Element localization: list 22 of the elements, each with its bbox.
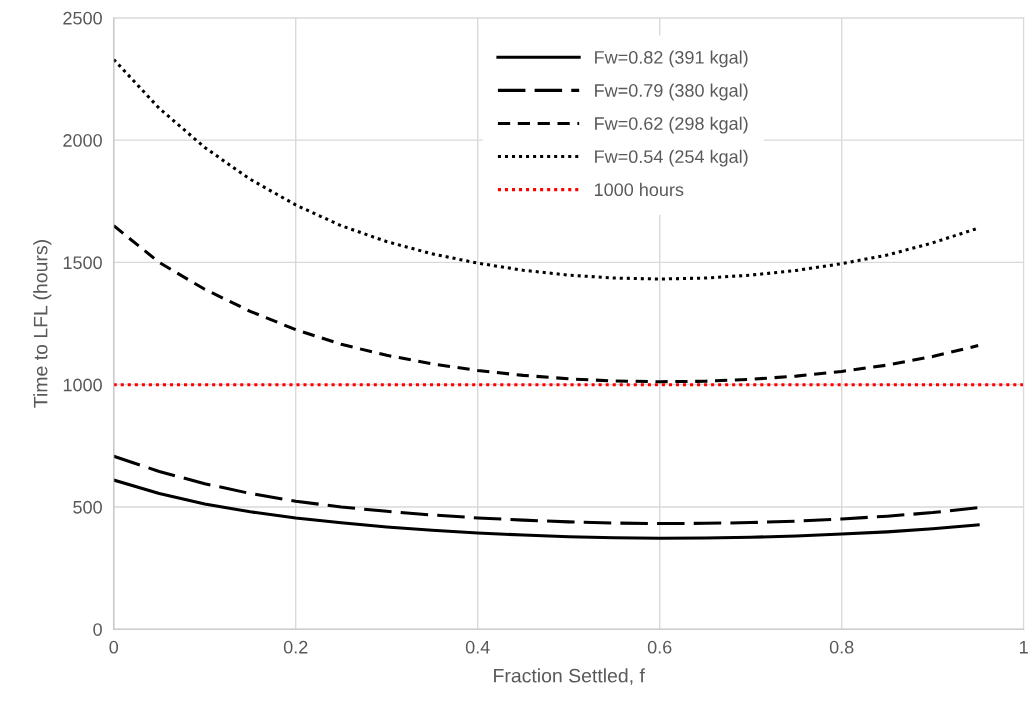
y-tick-label: 2000: [63, 134, 102, 147]
legend-label: Fw=0.79 (380 kgal): [595, 83, 748, 101]
x-tick-label: 0.8: [829, 640, 854, 654]
y-axis-title: Time to LFL (hours): [33, 240, 52, 408]
x-tick-label: 0.4: [465, 640, 490, 654]
legend-label: Fw=0.82 (391 kgal): [595, 50, 748, 68]
line-series: [113, 224, 980, 384]
y-tick-label: 1000: [63, 378, 102, 392]
x-tick-label: 0.6: [647, 640, 672, 654]
line-series: [113, 478, 980, 540]
x-tick-label: 0: [109, 640, 119, 654]
x-tick-label: 0.2: [283, 640, 308, 654]
line-series: [113, 454, 980, 526]
x-tick-label: 1: [1020, 640, 1028, 654]
y-tick-label: 0: [93, 623, 102, 636]
y-tick-label: 500: [73, 500, 102, 514]
y-tick-label: 2500: [63, 11, 102, 25]
legend-label: Fw=0.54 (254 kgal): [595, 149, 748, 167]
x-axis-title: Fraction Settled, f: [494, 668, 645, 685]
legend-label: 1000 hours: [594, 182, 684, 197]
y-tick-label: 1500: [63, 256, 102, 270]
legend-label: Fw=0.62 (298 kgal): [595, 116, 748, 134]
